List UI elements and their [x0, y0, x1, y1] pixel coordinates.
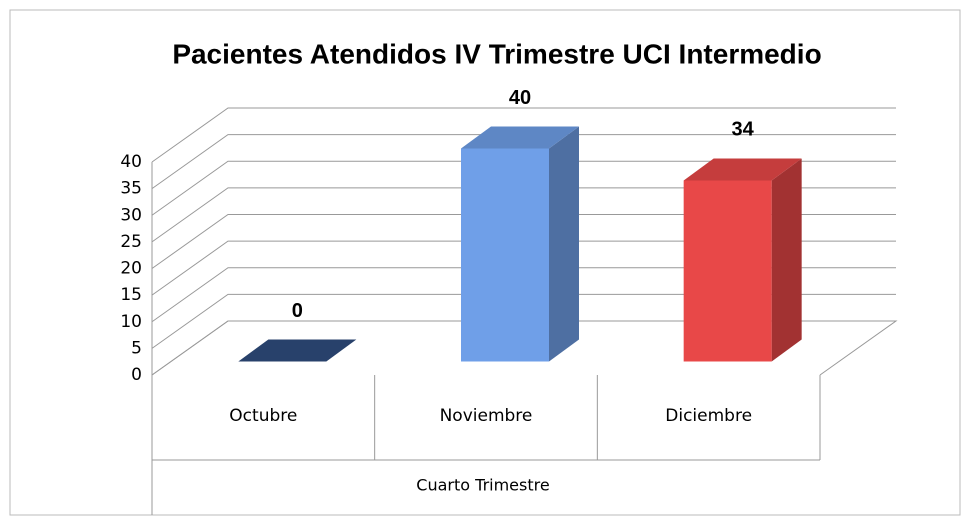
y-tick-label: 40 [120, 152, 142, 172]
grid-line [151, 187, 896, 243]
grid-line [151, 267, 896, 323]
y-tick-label: 20 [120, 259, 142, 279]
bar-side [771, 158, 802, 362]
y-tick-label: 15 [120, 285, 142, 305]
grid-line [151, 320, 896, 376]
y-tick-label: 0 [131, 365, 142, 385]
bar-top [683, 158, 802, 181]
bar-front [461, 148, 549, 362]
chart-title: Pacientes Atendidos IV Trimestre UCI Int… [172, 38, 821, 69]
x-tick-label: Noviembre [440, 406, 533, 426]
bar-front [683, 180, 772, 362]
y-tick-label: 30 [120, 205, 142, 225]
data-label: 34 [732, 119, 755, 141]
y-tick-label: 10 [120, 312, 142, 332]
y-tick-label: 25 [120, 232, 142, 252]
x-tick-label: Octubre [229, 406, 297, 426]
grid-line [151, 214, 896, 269]
grid-line [151, 160, 896, 216]
grid-line [151, 240, 896, 296]
y-tick-label: 5 [131, 338, 142, 358]
bar-top [238, 339, 357, 362]
bar-top [461, 126, 579, 149]
bar [683, 158, 802, 362]
group-label: Cuarto Trimestre [416, 476, 549, 495]
bar [461, 126, 579, 362]
x-tick-label: Diciembre [665, 406, 752, 426]
grid-line [151, 293, 896, 349]
bar [238, 339, 357, 362]
data-label: 0 [292, 300, 303, 322]
y-tick-label: 35 [120, 179, 142, 199]
grid-line [151, 107, 896, 163]
data-label: 40 [509, 87, 531, 109]
grid-line [151, 134, 896, 190]
bar-side [549, 126, 579, 362]
